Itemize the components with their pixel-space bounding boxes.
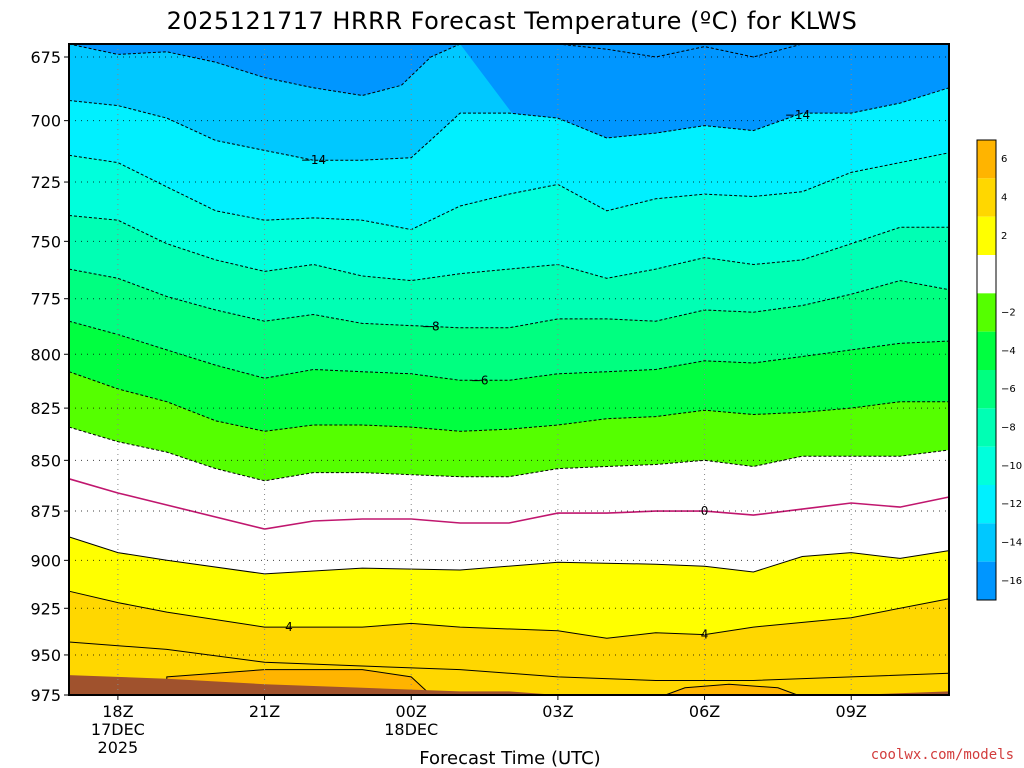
y-tick-label: 825: [30, 399, 61, 418]
colorbar-frame: [976, 139, 997, 601]
colorbar-swatch: [977, 561, 996, 600]
plot-area: 440−6−8−14−14: [68, 43, 950, 696]
y-tick-label: 975: [30, 686, 61, 705]
colorbar-swatch: [977, 216, 996, 255]
isotherm-line: [68, 268, 950, 329]
y-tick-label: 725: [30, 173, 61, 192]
isotherm-line: [68, 43, 461, 97]
axes: 675 700 725 750 775 800 825 850 875 900 925 950 975 1…: [30, 43, 950, 757]
x-tick-label: 03Z: [542, 702, 573, 721]
isotherm-line: [68, 590, 950, 639]
colorbar: 6 4 2 −2 −4 −6 −8 −10 −12 −14 −16: [976, 139, 1022, 601]
isotherm-line: [68, 478, 950, 530]
chart-title: 2025121717 HRRR Forecast Temperature (ºC…: [167, 7, 858, 35]
contour-label: 4: [285, 620, 293, 634]
colorbar-label: −10: [1001, 461, 1022, 472]
isotherm-line: [68, 536, 950, 575]
colorbar-label: −2: [1001, 308, 1016, 319]
credit-text: coolwx.com/models: [871, 747, 1014, 763]
contour-label: −14: [785, 108, 810, 122]
isotherm-line: [68, 152, 950, 231]
x-tick-label: 21Z: [249, 702, 280, 721]
y-tick-label: 850: [30, 451, 61, 470]
contour-label: −6: [471, 373, 489, 387]
ground-terrain: [69, 675, 949, 695]
colorbar-swatch: [977, 523, 996, 562]
y-tick-label: 875: [30, 502, 61, 521]
colorbar-label: −4: [1001, 346, 1016, 357]
colorbar-swatch: [977, 140, 996, 179]
colorbar-label: −8: [1001, 423, 1016, 434]
plot-frame: [68, 43, 950, 696]
y-tick-label: 775: [30, 290, 61, 309]
x-tick-label: 18DEC: [384, 720, 438, 739]
colorbar-label: −12: [1001, 499, 1022, 510]
x-tick-label: 06Z: [689, 702, 720, 721]
colorbar-swatch: [977, 408, 996, 447]
x-tick-label: 00Z: [396, 702, 427, 721]
isotherm-line: [68, 215, 949, 282]
colorbar-swatch: [977, 446, 996, 485]
colorbar-label: 6: [1001, 154, 1007, 165]
colorbar-swatch: [977, 331, 996, 370]
y-tick-label: 700: [30, 112, 61, 131]
x-tick-label: 17DEC: [91, 720, 145, 739]
colorbar-label: −16: [1001, 576, 1022, 587]
contour-label: 0: [701, 504, 709, 518]
y-tick-label: 750: [30, 232, 61, 251]
colorbar-label: −14: [1001, 538, 1022, 549]
x-tick-label: 2025: [98, 738, 139, 757]
x-axis-label: Forecast Time (UTC): [419, 748, 600, 768]
y-tick-label: 675: [30, 48, 61, 67]
colorbar-label: 4: [1001, 193, 1007, 204]
x-tick-label: 18Z: [102, 702, 133, 721]
y-tick-label: 925: [30, 599, 61, 618]
y-tick-label: 900: [30, 551, 61, 570]
temperature-band: [69, 591, 949, 695]
x-tick-label: 09Z: [836, 702, 867, 721]
y-tick-label: 800: [30, 345, 61, 364]
isotherm-line: [68, 426, 950, 482]
colorbar-swatch: [977, 293, 996, 332]
colorbar-swatch: [977, 485, 996, 524]
contour-label: −8: [422, 319, 440, 333]
colorbar-swatch: [977, 255, 996, 294]
isotherm-line: [68, 87, 950, 161]
y-tick-label: 950: [30, 646, 61, 665]
contour-label: −14: [301, 153, 326, 167]
isotherm-line: [557, 43, 803, 58]
isotherm-line: [68, 641, 950, 681]
colorbar-label: −6: [1001, 384, 1016, 395]
colorbar-swatch: [977, 370, 996, 409]
colorbar-swatch: [977, 178, 996, 217]
colorbar-label: 2: [1001, 231, 1007, 242]
